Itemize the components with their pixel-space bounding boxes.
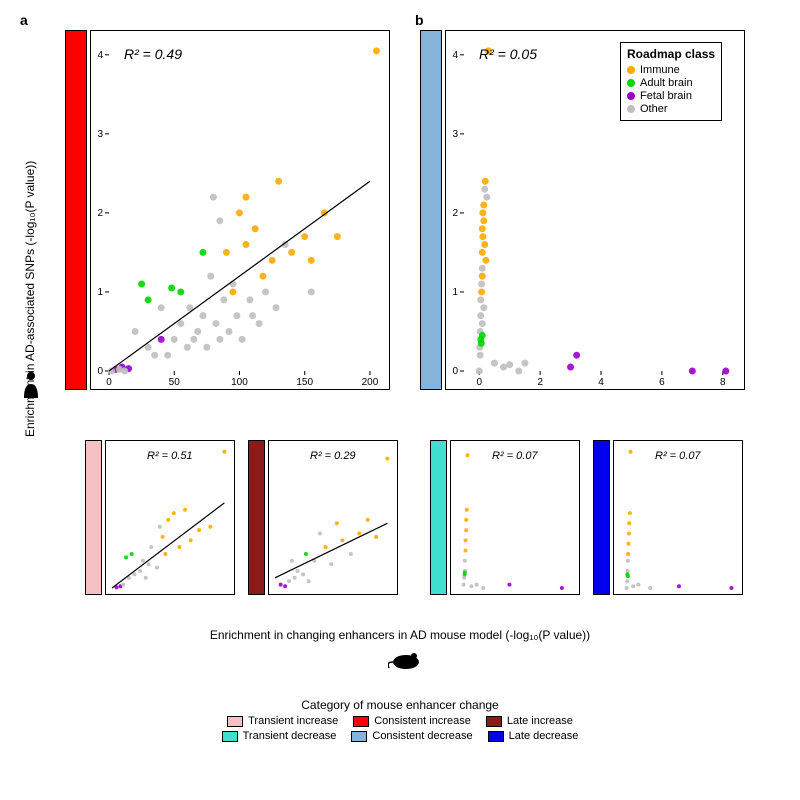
category-legend: Category of mouse enhancer change Transi…	[0, 698, 800, 742]
scatter-small-b2: R² = 0.07	[613, 440, 743, 595]
svg-text:0: 0	[476, 377, 482, 388]
svg-text:R² = 0.51: R² = 0.51	[147, 450, 193, 462]
colorbar-main-b	[420, 30, 442, 390]
human-icon	[20, 370, 42, 404]
svg-text:6: 6	[659, 377, 665, 388]
scatter-main-a: 0 50 100 150 200 0 1 2 3 4 R² = 0.49	[90, 30, 390, 390]
scatter-small-b1: R² = 0.07	[450, 440, 580, 595]
roadmap-legend-item: Fetal brain	[627, 90, 715, 102]
svg-text:0: 0	[106, 377, 112, 388]
panel-label-a: a	[20, 12, 28, 28]
svg-text:4: 4	[97, 50, 103, 61]
svg-text:200: 200	[362, 377, 379, 388]
category-legend-item: Transient decrease	[222, 730, 337, 742]
scatter-small-a1: R² = 0.51	[105, 440, 235, 595]
roadmap-legend: Roadmap class ImmuneAdult brainFetal bra…	[620, 42, 722, 121]
svg-text:4: 4	[598, 377, 604, 388]
panel-label-b: b	[415, 12, 424, 28]
svg-text:1: 1	[97, 287, 103, 298]
svg-text:2: 2	[97, 208, 103, 219]
svg-text:0: 0	[452, 366, 458, 377]
colorbar-small-a2	[248, 440, 265, 595]
colorbar-small-a1	[85, 440, 102, 595]
svg-text:R² = 0.07: R² = 0.07	[492, 450, 538, 462]
category-legend-item: Consistent increase	[353, 715, 471, 727]
colorbar-main-a	[65, 30, 87, 390]
svg-text:4: 4	[452, 50, 458, 61]
svg-text:R² = 0.29: R² = 0.29	[310, 450, 356, 462]
x-axis-label: Enrichment in changing enhancers in AD m…	[100, 628, 700, 642]
svg-text:R² = 0.49: R² = 0.49	[124, 46, 182, 62]
colorbar-small-b2	[593, 440, 610, 595]
svg-text:R² = 0.05: R² = 0.05	[479, 46, 537, 62]
category-legend-item: Late decrease	[488, 730, 579, 742]
category-legend-item: Consistent decrease	[351, 730, 472, 742]
roadmap-legend-item: Other	[627, 103, 715, 115]
colorbar-small-b1	[430, 440, 447, 595]
scatter-small-a2: R² = 0.29	[268, 440, 398, 595]
svg-text:3: 3	[452, 129, 458, 140]
svg-text:8: 8	[720, 377, 726, 388]
svg-text:R² = 0.07: R² = 0.07	[655, 450, 701, 462]
roadmap-legend-item: Adult brain	[627, 77, 715, 89]
roadmap-legend-title: Roadmap class	[627, 47, 715, 61]
category-legend-item: Late increase	[486, 715, 573, 727]
svg-text:100: 100	[231, 377, 248, 388]
category-legend-item: Transient increase	[227, 715, 338, 727]
svg-text:2: 2	[452, 208, 458, 219]
svg-text:1: 1	[452, 287, 458, 298]
mouse-icon	[388, 648, 422, 676]
svg-text:50: 50	[169, 377, 181, 388]
svg-text:3: 3	[97, 129, 103, 140]
roadmap-legend-item: Immune	[627, 64, 715, 76]
category-legend-title: Category of mouse enhancer change	[0, 698, 800, 712]
svg-text:2: 2	[537, 377, 543, 388]
svg-text:0: 0	[97, 366, 103, 377]
svg-text:150: 150	[296, 377, 313, 388]
